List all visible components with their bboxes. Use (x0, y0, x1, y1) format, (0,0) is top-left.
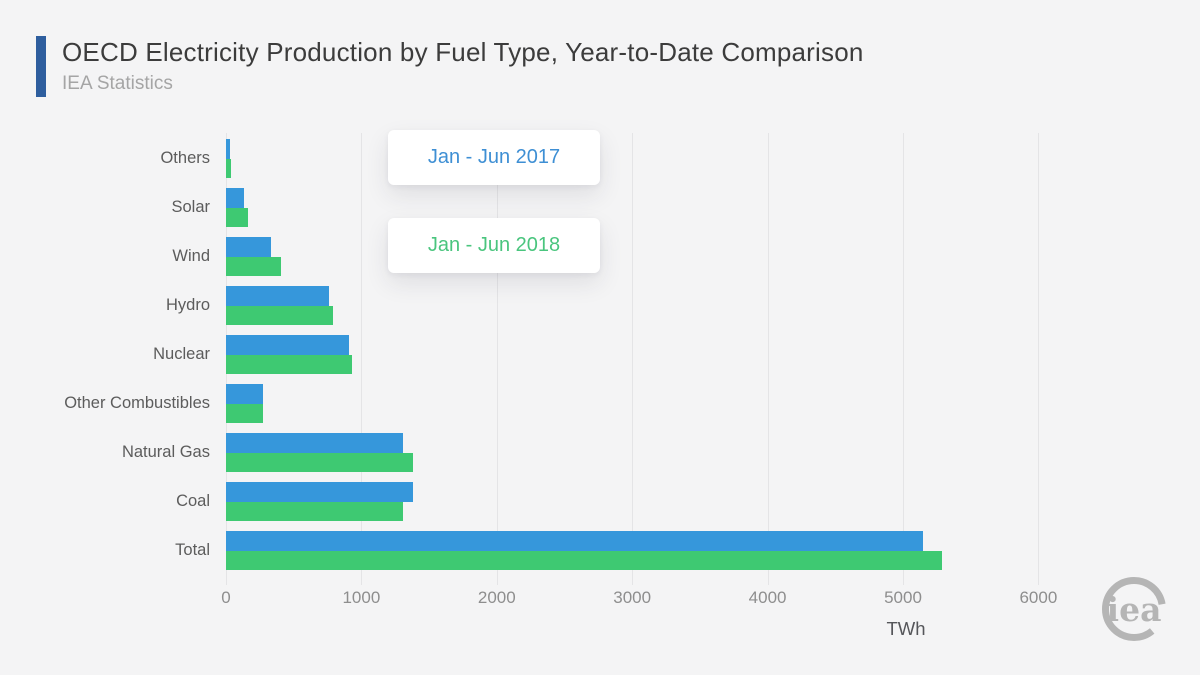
bar-wind-2018[interactable] (226, 256, 281, 276)
category-label-others: Others (160, 149, 210, 167)
bar-total-2017[interactable] (226, 531, 924, 551)
bar-others-2018[interactable] (226, 158, 232, 178)
category-label-wind: Wind (172, 247, 210, 265)
gridline-6000 (1038, 133, 1040, 585)
bar-natural-gas-2018[interactable] (226, 452, 413, 472)
bar-solar-2018[interactable] (226, 207, 248, 227)
x-tick-6000: 6000 (1019, 588, 1058, 607)
category-label-total: Total (175, 541, 210, 559)
bar-wind-2017[interactable] (226, 237, 271, 257)
axis-unit-label: TWh (886, 618, 926, 639)
category-label-natural-gas: Natural Gas (121, 443, 210, 461)
plot-area (226, 133, 1084, 585)
category-label-solar: Solar (171, 198, 210, 216)
gridline-5000 (903, 133, 904, 585)
gridline-2000 (496, 133, 498, 585)
bar-nuclear-2018[interactable] (226, 354, 352, 374)
x-tick-0: 0 (221, 588, 231, 607)
category-label-hydro: Hydro (165, 296, 210, 314)
bar-coal-2018[interactable] (226, 501, 404, 521)
x-tick-5000: 5000 (884, 588, 922, 607)
bar-hydro-2017[interactable] (226, 286, 329, 306)
bar-solar-2017[interactable] (226, 188, 244, 208)
iea-logo-ring (1102, 577, 1166, 641)
gridline-4000 (767, 133, 769, 585)
bar-coal-2017[interactable] (226, 482, 413, 502)
bar-other-combustibles-2017[interactable] (226, 384, 263, 404)
category-label-nuclear: Nuclear (153, 345, 210, 363)
bar-natural-gas-2017[interactable] (226, 433, 404, 453)
legend-card-2018[interactable]: Jan - Jun 2018 (388, 218, 600, 273)
x-tick-4000: 4000 (748, 588, 787, 607)
bar-total-2018[interactable] (226, 550, 943, 570)
legend-label-2017: Jan - Jun 2017 (427, 146, 561, 168)
bar-nuclear-2017[interactable] (226, 335, 350, 355)
title-accent-bar (36, 36, 46, 97)
iea-logo: iea (1102, 577, 1166, 641)
x-tick-3000: 3000 (613, 588, 652, 607)
category-label-other-combustibles: Other Combustibles (64, 394, 210, 412)
iea-logo-text: iea (1107, 590, 1162, 629)
legend-card-2017[interactable]: Jan - Jun 2017 (388, 130, 600, 185)
bar-hydro-2018[interactable] (226, 305, 333, 325)
x-tick-1000: 1000 (342, 588, 381, 607)
gridline-3000 (632, 133, 634, 585)
gridline-1000 (361, 133, 363, 585)
page-title: OECD Electricity Production by Fuel Type… (62, 37, 864, 67)
page-subtitle: IEA Statistics (62, 73, 173, 94)
x-tick-2000: 2000 (477, 588, 516, 607)
category-label-coal: Coal (176, 492, 210, 510)
bar-other-combustibles-2018[interactable] (226, 403, 264, 423)
legend-label-2018: Jan - Jun 2018 (427, 234, 561, 256)
bar-others-2017[interactable] (226, 139, 231, 159)
